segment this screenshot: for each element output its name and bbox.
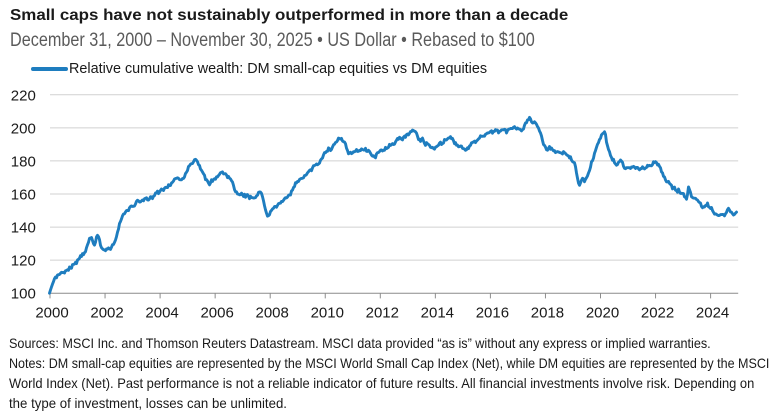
svg-text:100: 100 [11, 286, 36, 303]
svg-text:220: 220 [11, 87, 36, 104]
svg-text:2000: 2000 [35, 305, 68, 322]
svg-text:2016: 2016 [476, 305, 509, 322]
svg-text:2002: 2002 [90, 305, 123, 322]
svg-text:2024: 2024 [696, 305, 729, 322]
svg-text:2022: 2022 [641, 305, 674, 322]
svg-text:160: 160 [11, 186, 36, 203]
svg-text:120: 120 [11, 253, 36, 270]
svg-text:180: 180 [11, 153, 36, 170]
svg-text:140: 140 [11, 220, 36, 237]
svg-text:2010: 2010 [311, 305, 344, 322]
svg-text:2018: 2018 [531, 305, 564, 322]
svg-text:2020: 2020 [586, 305, 619, 322]
svg-text:2008: 2008 [256, 305, 289, 322]
svg-text:2014: 2014 [421, 305, 454, 322]
svg-text:2012: 2012 [366, 305, 399, 322]
svg-text:2006: 2006 [200, 305, 233, 322]
svg-text:200: 200 [11, 120, 36, 137]
svg-text:2004: 2004 [145, 305, 178, 322]
